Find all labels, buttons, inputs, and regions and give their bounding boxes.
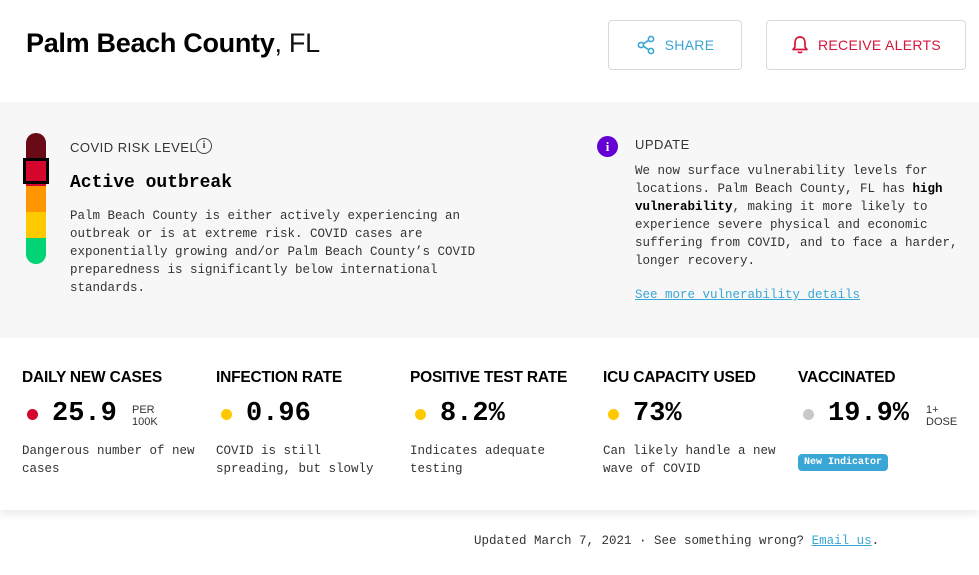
risk-level-value: Active outbreak <box>70 173 233 193</box>
metric-unit-line1: 1+ <box>926 404 939 416</box>
receive-alerts-label: RECEIVE ALERTS <box>818 37 941 53</box>
metric-description: Dangerous number of new cases <box>22 444 195 476</box>
footer-end: . <box>871 534 880 548</box>
metric-title: DAILY NEW CASES <box>22 369 162 386</box>
vulnerability-details-link[interactable]: See more vulnerability details <box>635 288 861 302</box>
new-indicator-badge: New Indicator <box>798 454 889 471</box>
metric-value: 73% <box>633 399 682 429</box>
metric-description: Indicates adequate testing <box>410 444 546 476</box>
state-name: , FL <box>274 28 320 58</box>
update-label: UPDATE <box>635 137 690 152</box>
update-text-start: We now surface vulnerability levels for … <box>635 164 928 196</box>
info-icon[interactable]: i <box>196 138 212 154</box>
bell-icon <box>792 36 808 54</box>
risk-meter-segment-high <box>26 186 46 212</box>
risk-panel <box>0 102 979 338</box>
metric-unit-line1: PER <box>132 404 155 416</box>
metric-value: 25.9 <box>52 399 117 429</box>
risk-meter-marker <box>23 158 49 184</box>
risk-meter-segment-low <box>26 238 46 264</box>
metric-unit-line2: 100K <box>132 416 158 428</box>
update-text-end: , making it more likely to experience se… <box>635 200 958 268</box>
status-dot <box>608 409 619 420</box>
metric-title: ICU CAPACITY USED <box>603 369 756 386</box>
metric-unit: PER 100K <box>132 404 158 428</box>
status-dot <box>803 409 814 420</box>
metric-value: 8.2% <box>440 399 505 429</box>
metric-unit-line2: DOSE <box>926 416 958 428</box>
metric-value: 0.96 <box>246 399 311 429</box>
share-icon <box>637 35 655 55</box>
risk-description: Palm Beach County is either actively exp… <box>70 209 476 295</box>
risk-meter-segment-medium <box>26 212 46 238</box>
share-label: SHARE <box>664 37 715 53</box>
share-button[interactable]: SHARE <box>608 20 742 70</box>
footer-updated-text: Updated March 7, 2021 · See something wr… <box>474 534 879 548</box>
location-header: Palm Beach County, FL SHARE RECEIVE ALER… <box>0 0 979 102</box>
page-title: Palm Beach County, FL <box>26 28 320 59</box>
metric-value: 19.9% <box>828 399 910 429</box>
county-name: Palm Beach County <box>26 28 275 58</box>
metric-title: INFECTION RATE <box>216 369 343 386</box>
receive-alerts-button[interactable]: RECEIVE ALERTS <box>766 20 966 70</box>
email-us-link[interactable]: Email us <box>811 534 872 548</box>
metrics-section: DAILY NEW CASES 25.9 PER 100K Dangerous … <box>0 338 979 510</box>
metric-title: POSITIVE TEST RATE <box>410 369 568 386</box>
status-dot <box>415 409 426 420</box>
metric-title: VACCINATED <box>798 369 896 386</box>
status-dot <box>27 409 38 420</box>
update-text: We now surface vulnerability levels for … <box>635 162 965 270</box>
status-dot <box>221 409 232 420</box>
metric-description: COVID is still spreading, but slowly <box>216 444 374 476</box>
footer-text: Updated March 7, 2021 · See something wr… <box>474 534 812 548</box>
update-info-icon: i <box>597 136 618 157</box>
update-text-emphasis: high vulnerability <box>635 182 943 214</box>
metric-unit: 1+ DOSE <box>926 404 957 428</box>
metric-description: Can likely handle a new wave of COVID <box>603 444 776 476</box>
risk-meter <box>23 133 49 264</box>
risk-meter-segment-critical <box>26 133 46 161</box>
risk-level-label: COVID RISK LEVEL <box>70 140 198 155</box>
